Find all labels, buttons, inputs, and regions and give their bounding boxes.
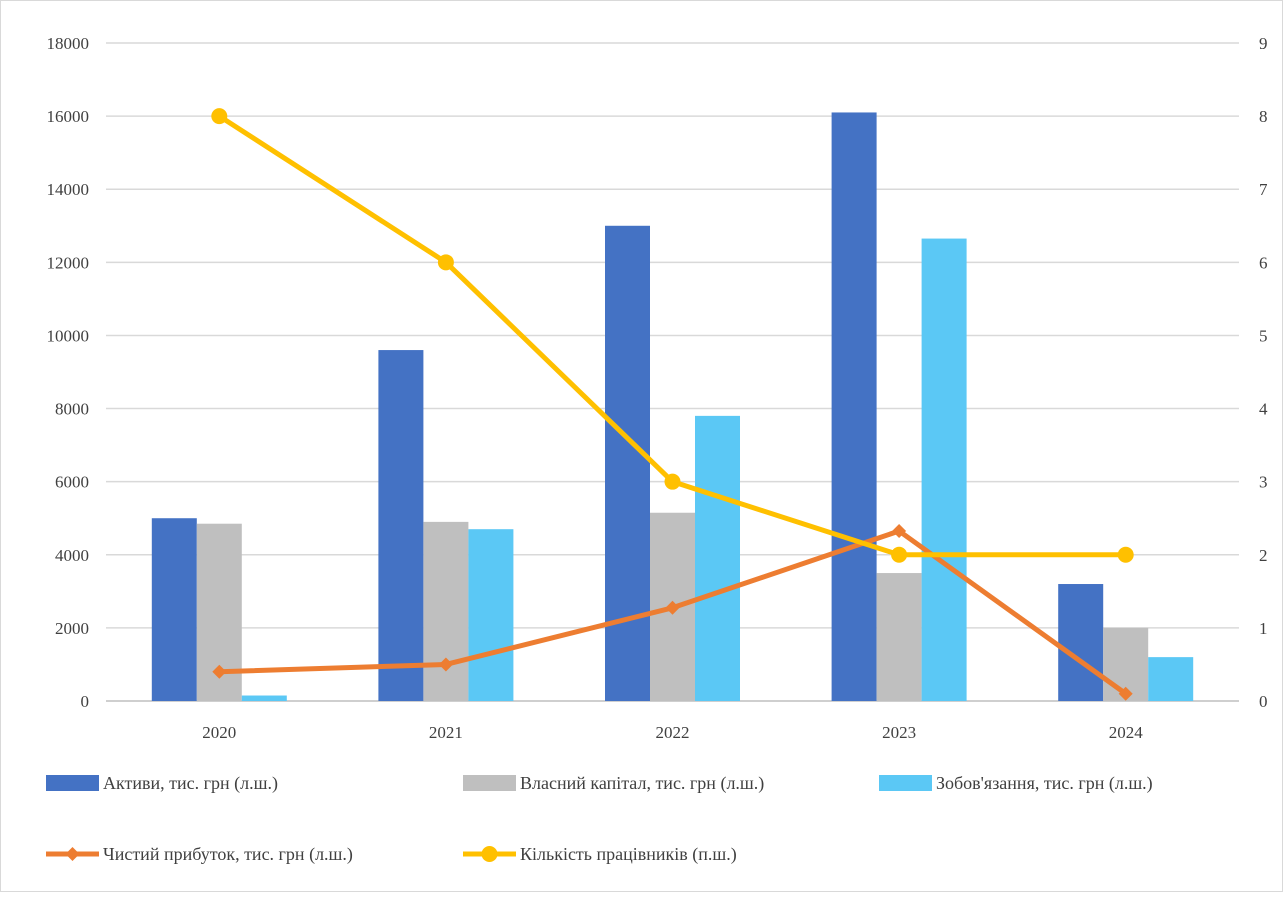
legend-label: Власний капітал, тис. грн (л.ш.): [520, 773, 764, 794]
legend-label: Кількість працівників (п.ш.): [520, 844, 737, 865]
left-tick-label: 8000: [55, 400, 89, 419]
bar: [378, 350, 423, 701]
left-tick-label: 2000: [55, 619, 89, 638]
left-tick-label: 18000: [47, 34, 90, 53]
bar: [468, 529, 513, 701]
bar: [922, 239, 967, 701]
bar: [605, 226, 650, 701]
left-tick-label: 16000: [47, 107, 90, 126]
x-tick-label: 2024: [1109, 723, 1144, 742]
legend-label: Зобов'язання, тис. грн (л.ш.): [936, 773, 1153, 794]
right-tick-label: 2: [1259, 546, 1268, 565]
right-tick-label: 7: [1259, 180, 1268, 199]
right-tick-label: 6: [1259, 253, 1268, 272]
bar: [695, 416, 740, 701]
left-tick-label: 14000: [47, 180, 90, 199]
bar: [1148, 657, 1193, 701]
right-tick-label: 1: [1259, 619, 1268, 638]
right-tick-label: 4: [1259, 400, 1268, 419]
x-tick-label: 2022: [656, 723, 690, 742]
legend-marker: [66, 847, 80, 861]
bar: [1058, 584, 1103, 701]
bar: [152, 518, 197, 701]
legend-marker: [482, 846, 498, 862]
left-tick-label: 10000: [47, 326, 90, 345]
left-axis-ticks: 0 2000 4000 6000 8000 10000 12000 14000 16000 180…: [47, 34, 90, 711]
bar: [877, 573, 922, 701]
line-point: [1118, 547, 1134, 563]
line-point: [891, 547, 907, 563]
right-tick-label: 9: [1259, 34, 1268, 53]
right-tick-label: 8: [1259, 107, 1268, 126]
legend-swatch: [463, 775, 516, 791]
x-tick-label: 2023: [882, 723, 916, 742]
legend-label: Активи, тис. грн (л.ш.): [103, 773, 278, 794]
x-tick-label: 2020: [202, 723, 236, 742]
line-point: [211, 108, 227, 124]
left-tick-label: 4000: [55, 546, 89, 565]
bar: [832, 112, 877, 701]
left-tick-label: 12000: [47, 253, 90, 272]
legend-label: Чистий прибуток, тис. грн (л.ш.): [103, 844, 353, 865]
line-point: [665, 474, 681, 490]
right-tick-label: 3: [1259, 473, 1268, 492]
x-tick-label: 2021: [429, 723, 463, 742]
legend-swatch: [879, 775, 932, 791]
right-axis-ticks: 0 1 2 3 4 5 6 7 8 9: [1259, 34, 1268, 711]
left-tick-label: 6000: [55, 473, 89, 492]
legend: Активи, тис. грн (л.ш.) Власний капітал, …: [46, 773, 1153, 865]
right-tick-label: 0: [1259, 692, 1268, 711]
legend-swatch: [46, 775, 99, 791]
left-tick-label: 0: [81, 692, 90, 711]
line-series: [211, 108, 1133, 701]
right-tick-label: 5: [1259, 326, 1268, 345]
bar: [423, 522, 468, 701]
line-point: [438, 254, 454, 270]
x-axis-ticks: 2020 2021 2022 2023 2024: [202, 723, 1143, 742]
bar: [242, 696, 287, 701]
